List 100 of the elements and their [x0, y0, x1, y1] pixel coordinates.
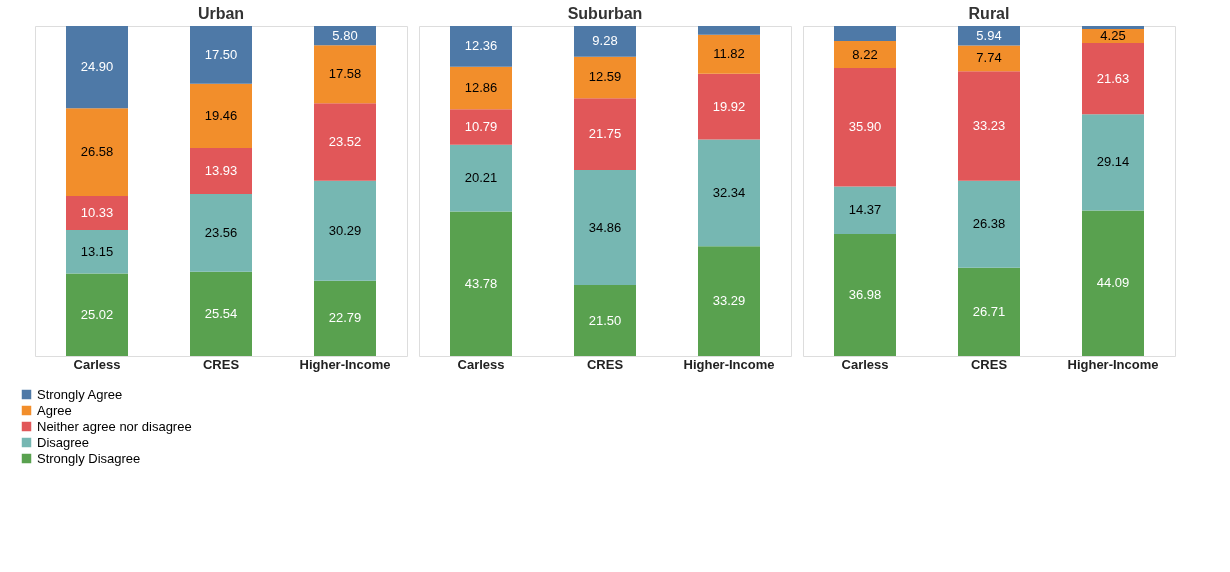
data-label: 35.90 — [848, 119, 882, 135]
data-label: 23.56 — [204, 224, 238, 240]
chart-title: Rural — [968, 5, 1010, 22]
data-label: 12.86 — [464, 80, 498, 96]
legend-label: Agree — [37, 402, 72, 418]
data-label: 21.63 — [1096, 70, 1130, 86]
data-label: 33.23 — [972, 117, 1006, 133]
data-label: 25.54 — [204, 305, 238, 321]
data-label: 43.78 — [464, 275, 498, 291]
bar — [450, 211, 512, 356]
bar — [66, 273, 128, 356]
data-label: 14.37 — [848, 202, 882, 218]
x-tick-label: Higher-Income — [299, 356, 391, 372]
data-label: 44.09 — [1096, 275, 1130, 291]
bar — [574, 26, 636, 57]
bar — [190, 193, 252, 272]
x-tick-label: CRES — [586, 356, 624, 372]
data-label: 23.52 — [328, 134, 362, 150]
data-label: 25.02 — [80, 306, 114, 322]
data-label: 29.14 — [1096, 154, 1130, 170]
bar — [314, 103, 376, 181]
bar — [958, 267, 1020, 356]
data-label: 17.50 — [204, 46, 238, 62]
data-label: 12.59 — [588, 69, 622, 85]
data-label: 32.34 — [712, 184, 746, 200]
x-tick-label: CRES — [970, 356, 1008, 372]
data-label: 24.90 — [80, 59, 114, 75]
bar — [834, 186, 896, 234]
bar — [314, 45, 376, 104]
x-tick-label: Higher-Income — [1067, 356, 1159, 372]
bar — [66, 195, 128, 231]
data-label: 11.82 — [713, 46, 745, 62]
data-label: 26.71 — [972, 303, 1006, 319]
bar — [574, 170, 636, 286]
bar — [1082, 26, 1144, 29]
data-label: 7.74 — [976, 50, 1002, 66]
data-label: 20.21 — [464, 170, 498, 186]
bar — [574, 56, 636, 99]
bar — [574, 285, 636, 356]
bar — [450, 26, 512, 67]
bar — [190, 147, 252, 194]
bar — [698, 34, 760, 74]
bar — [698, 73, 760, 140]
bar — [314, 180, 376, 281]
bar — [450, 144, 512, 212]
data-label: 22.79 — [328, 310, 362, 326]
bar — [698, 139, 760, 247]
data-label: 5.94 — [976, 27, 1002, 43]
bar — [66, 26, 128, 109]
data-label: 10.33 — [80, 204, 114, 220]
x-tick-label: CRES — [202, 356, 240, 372]
data-label: 30.29 — [328, 222, 362, 238]
bar — [574, 98, 636, 171]
bar — [1082, 210, 1144, 356]
data-label: 17.58 — [328, 66, 362, 82]
chart-title: Urban — [197, 5, 245, 22]
data-label: 19.46 — [204, 107, 238, 123]
legend-label: Disagree — [37, 434, 90, 450]
x-tick-label: Carless — [457, 356, 505, 372]
legend-label: Strongly Agree — [37, 386, 123, 402]
bar — [1082, 42, 1144, 115]
legend-label: Neither agree nor disagree — [37, 418, 192, 434]
x-tick-label: Higher-Income — [683, 356, 775, 372]
bar — [1082, 114, 1144, 211]
data-label: 21.75 — [588, 126, 622, 142]
data-label: 26.58 — [80, 144, 114, 160]
data-label: 34.86 — [588, 219, 622, 235]
bar — [834, 26, 896, 41]
bar — [66, 108, 128, 196]
bar — [958, 71, 1020, 181]
data-label: 9.28 — [592, 33, 618, 49]
bar — [698, 246, 760, 356]
data-label: 13.93 — [204, 162, 238, 178]
bar — [834, 233, 896, 356]
bar — [834, 40, 896, 69]
chart-title: Suburban — [567, 5, 643, 22]
bar — [698, 26, 760, 35]
bar — [190, 26, 252, 84]
x-tick-label: Carless — [841, 356, 889, 372]
bar — [450, 66, 512, 110]
data-label: 13.15 — [80, 243, 114, 259]
bar — [958, 26, 1020, 46]
data-label: 21.50 — [588, 312, 622, 328]
legend-label: Strongly Disagree — [37, 450, 141, 466]
data-label: 10.79 — [464, 119, 498, 135]
bar — [958, 180, 1020, 268]
x-tick-label: Carless — [73, 356, 121, 372]
bar — [66, 230, 128, 274]
bar — [190, 271, 252, 356]
data-label: 19.92 — [712, 98, 746, 114]
data-label: 8.22 — [852, 46, 878, 62]
data-label: 5.80 — [332, 27, 358, 43]
bar — [314, 280, 376, 356]
bar — [190, 83, 252, 148]
bar — [958, 45, 1020, 72]
data-label: 36.98 — [848, 286, 882, 302]
data-label: 33.29 — [712, 293, 746, 309]
bar — [450, 109, 512, 145]
data-label: 26.38 — [972, 216, 1006, 232]
data-label: 4.25 — [1100, 27, 1126, 43]
